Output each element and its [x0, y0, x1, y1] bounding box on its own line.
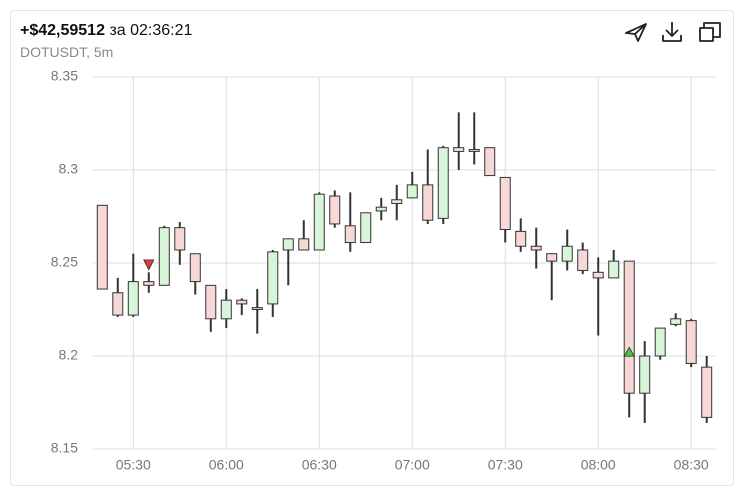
- share-icon[interactable]: [625, 23, 647, 42]
- candle-body: [112, 292, 124, 316]
- candle-body: [189, 253, 201, 283]
- candle-body: [499, 176, 511, 231]
- candle-body: [530, 245, 542, 251]
- x-tick-label: 05:30: [116, 457, 151, 473]
- candle-body: [158, 227, 170, 286]
- candle-body: [623, 260, 635, 394]
- candle-body: [143, 281, 155, 286]
- x-tick-label: 08:30: [674, 457, 709, 473]
- y-tick-label: 8.35: [51, 68, 78, 84]
- candle-body: [375, 206, 387, 212]
- candle-body: [453, 147, 465, 152]
- x-tick-label: 06:30: [302, 457, 337, 473]
- y-tick-label: 8.25: [51, 254, 78, 270]
- header: +$42,59512 за 02:36:21: [20, 22, 192, 40]
- x-tick-label: 06:00: [209, 457, 244, 473]
- candle-body: [515, 230, 527, 247]
- candle-body: [251, 307, 263, 311]
- card: [10, 10, 734, 486]
- candle-body: [577, 249, 589, 271]
- candle-body: [220, 299, 232, 320]
- candle-body: [127, 281, 139, 316]
- candle-body: [360, 212, 372, 244]
- candle-body: [298, 238, 310, 251]
- candle-body: [701, 366, 713, 418]
- y-tick-label: 8.2: [59, 347, 79, 363]
- y-tick-label: 8.3: [59, 161, 79, 177]
- candle-body: [561, 245, 573, 262]
- candle-body: [685, 320, 697, 364]
- candle-body: [422, 184, 434, 221]
- candle-body: [546, 253, 558, 262]
- subtitle: DOTUSDT, 5m: [20, 44, 114, 60]
- candle-body: [654, 327, 666, 357]
- candle-body: [437, 147, 449, 219]
- candle-body: [406, 184, 418, 199]
- duration: за 02:36:21: [109, 22, 193, 39]
- trade-marker: [623, 346, 635, 357]
- candle-body: [236, 299, 248, 305]
- x-tick-label: 07:30: [488, 457, 523, 473]
- candle-body: [313, 193, 325, 251]
- x-tick-label: 08:00: [581, 457, 616, 473]
- y-tick-label: 8.15: [51, 440, 78, 456]
- candle-body: [282, 238, 294, 251]
- trade-marker: [143, 259, 155, 271]
- candle-body: [639, 355, 651, 394]
- candle-body: [267, 251, 279, 305]
- candle-body: [329, 195, 341, 225]
- candle-body: [608, 260, 620, 279]
- candle-body: [96, 204, 108, 290]
- copy-icon[interactable]: [699, 27, 714, 42]
- candle-body: [174, 227, 186, 251]
- candle-body: [670, 318, 682, 325]
- candle-body: [484, 147, 496, 177]
- candle-body: [592, 271, 604, 279]
- candle-body: [391, 199, 403, 204]
- candle-body: [344, 225, 356, 244]
- pnl: +$42,59512: [20, 22, 105, 39]
- x-tick-label: 07:00: [395, 457, 430, 473]
- toolbar: [625, 22, 721, 42]
- download-icon[interactable]: [662, 22, 682, 42]
- candle-body: [205, 284, 217, 320]
- candle-body: [468, 149, 480, 152]
